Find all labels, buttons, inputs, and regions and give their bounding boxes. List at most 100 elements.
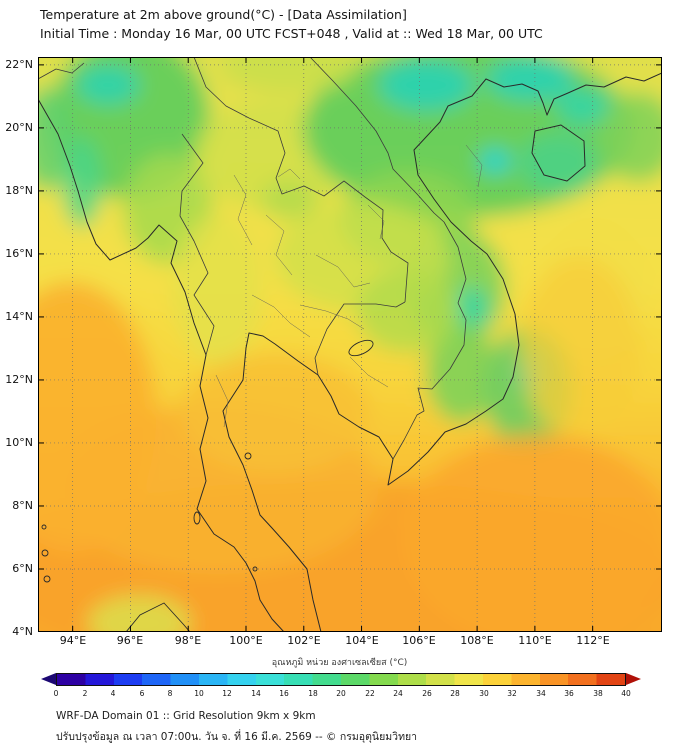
colorbar-tick-label: 20: [336, 689, 346, 698]
footer-update-info: ปรับปรุงข้อมูล ณ เวลา 07:00น. วัน จ. ที่…: [56, 731, 418, 743]
border-thailand-laos-mekong: [193, 57, 409, 303]
province-line: [367, 204, 385, 240]
temperature-blob: [479, 148, 511, 174]
temperature-blob: [453, 287, 489, 331]
map-frame: [38, 57, 662, 632]
lon-tick-label: 106°E: [402, 634, 436, 647]
lon-tick-label: 112°E: [576, 634, 610, 647]
small-island: [41, 549, 49, 557]
border-thailand-cambodia: [314, 301, 406, 376]
colorbar-left-arrow: [41, 673, 56, 685]
lat-tick-label: 12°N: [5, 373, 33, 386]
temperature-blob: [221, 57, 357, 93]
temperature-blob: [180, 353, 370, 473]
lat-tick-label: 16°N: [5, 247, 33, 260]
lat-tick-label: 20°N: [5, 121, 33, 134]
colorbar-tick-label: 8: [167, 689, 173, 698]
phuket-island: [193, 511, 201, 525]
small-island: [43, 575, 51, 583]
temperature-blob: [403, 434, 662, 632]
colorbar-ticks: 0 2 4 6 8 10 12 14 16 18 20 22 24 26 28 30 32 34 36 38 40: [54, 689, 631, 701]
colorbar: [41, 673, 641, 686]
colorbar-tick-label: 12: [222, 689, 232, 698]
province-line: [265, 214, 293, 276]
border-myanmar-thailand: [179, 133, 215, 356]
province-line: [233, 174, 253, 246]
lat-tick-label: 6°N: [12, 562, 33, 575]
temperature-blob: [356, 269, 460, 353]
colorbar-label: อุณหภูมิ หน่วย องศาเซลเซียส (°C): [271, 658, 408, 668]
temperature-blob: [556, 89, 612, 125]
province-line: [349, 356, 389, 388]
temperature-blob: [486, 57, 574, 101]
colorbar-tick-label: 40: [621, 689, 631, 698]
border-laos-vietnam: [309, 57, 467, 280]
colorbar-tick-label: 36: [564, 689, 574, 698]
colorbar-tick-label: 32: [507, 689, 517, 698]
province-line: [465, 144, 483, 188]
map-canvas: [38, 57, 662, 632]
chart-title: Temperature at 2m above ground(°C) - [Da…: [40, 7, 407, 22]
lon-tick-label: 94°E: [59, 634, 87, 647]
temperature-blob: [378, 59, 474, 111]
colorbar-tick-label: 6: [139, 689, 145, 698]
colorbar-tick-label: 30: [479, 689, 489, 698]
temperature-blob: [38, 282, 156, 552]
colorbar-gradient: [56, 673, 626, 686]
temperature-blob: [426, 323, 498, 423]
colorbar-tick-label: 4: [110, 689, 116, 698]
province-line: [215, 374, 229, 428]
lat-tick-label: 18°N: [5, 184, 33, 197]
province-line: [315, 254, 371, 288]
province-line: [277, 168, 301, 180]
hainan-island: [531, 124, 586, 182]
map-plot-area: [38, 57, 662, 632]
colorbar-tick-label: 2: [82, 689, 88, 698]
temperature-blob: [76, 65, 140, 105]
province-line: [299, 304, 365, 330]
colorbar-tick-label: 28: [450, 689, 460, 698]
colorbar-tick-label: 22: [365, 689, 375, 698]
sumatra-tip: [125, 602, 191, 632]
colorbar-tick-label: 34: [536, 689, 546, 698]
colorbar-tick-label: 16: [279, 689, 289, 698]
temperature-blob: [598, 92, 662, 182]
lat-tick-label: 14°N: [5, 310, 33, 323]
colorbar-tick-label: 0: [53, 689, 59, 698]
colorbar-tick-label: 10: [194, 689, 204, 698]
islands-and-lakes: [41, 339, 374, 632]
border-paths: [38, 57, 467, 460]
temperature-blob: [173, 214, 263, 364]
temperature-blob: [518, 133, 598, 193]
colorbar-tick-label: 18: [308, 689, 318, 698]
temperature-field: [38, 57, 662, 632]
colorbar-tick-label: 38: [593, 689, 603, 698]
longitude-axis: 94°E 96°E 98°E 100°E 102°E 104°E 106°E 108°E 110…: [38, 634, 662, 650]
lon-tick-label: 108°E: [460, 634, 494, 647]
samui-island: [244, 452, 252, 460]
lon-tick-label: 110°E: [518, 634, 552, 647]
lon-tick-label: 100°E: [229, 634, 263, 647]
lon-tick-label: 104°E: [345, 634, 379, 647]
border-top-left-corner: [38, 62, 85, 80]
lat-tick-label: 22°N: [5, 58, 33, 71]
temperature-blob: [520, 257, 640, 441]
province-paths: [215, 144, 483, 428]
lon-tick-label: 98°E: [174, 634, 202, 647]
lat-tick-label: 8°N: [12, 499, 33, 512]
temperature-blob: [261, 180, 317, 220]
gridlines: [38, 57, 662, 632]
border-cambodia-vietnam: [392, 278, 467, 460]
small-island: [41, 524, 47, 530]
colorbar-tick-label: 26: [422, 689, 432, 698]
chart-subtitle: Initial Time : Monday 16 Mar, 00 UTC FCS…: [40, 26, 543, 41]
small-island: [252, 566, 258, 572]
colorbar-right-arrow: [626, 673, 641, 685]
temperature-blob: [62, 137, 102, 227]
lon-tick-label: 96°E: [116, 634, 144, 647]
tonle-sap-lake: [348, 339, 374, 357]
latitude-axis: 22°N 20°N 18°N 16°N 14°N 12°N 10°N 8°N 6°N 4°N: [0, 57, 36, 638]
province-line: [251, 294, 311, 338]
coastline-china-leizhou: [485, 78, 548, 116]
coastline-china-east: [546, 72, 662, 116]
